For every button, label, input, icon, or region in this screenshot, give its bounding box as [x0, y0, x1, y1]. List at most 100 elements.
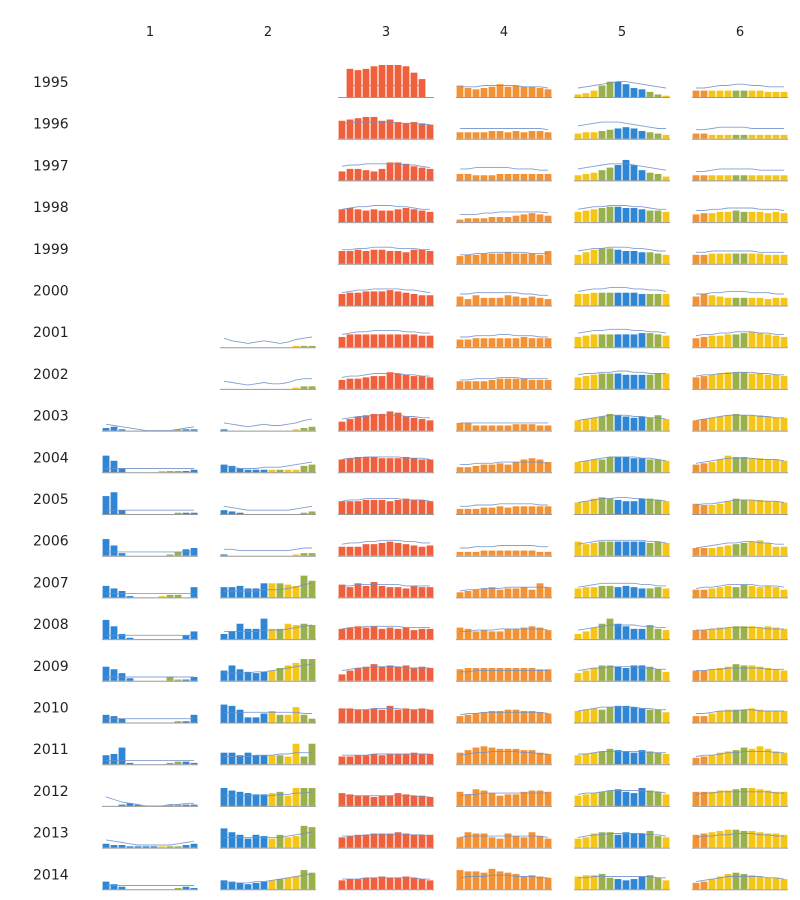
bar-2004-1-2 — [110, 460, 118, 473]
bar-2000-3-10 — [410, 293, 418, 306]
bar-2012-1-3 — [118, 804, 126, 806]
bar-2009-3-5 — [370, 664, 378, 681]
bar-1999-6-2 — [700, 254, 708, 264]
bar-2013-1-5 — [134, 846, 142, 848]
bar-2008-4-11 — [536, 627, 544, 640]
bar-2013-4-7 — [504, 833, 512, 848]
bar-2009-1-4 — [126, 678, 134, 681]
bar-2000-3-8 — [394, 291, 402, 306]
bar-2014-4-5 — [488, 868, 496, 890]
bar-1998-5-11 — [654, 210, 662, 223]
bar-2000-4-4 — [480, 297, 488, 306]
panel-2006-1 — [102, 539, 198, 557]
bar-1997-6-5 — [724, 175, 732, 181]
bar-2001-5-2 — [582, 335, 590, 348]
bar-2013-2-10 — [292, 836, 300, 848]
bar-2007-1-8 — [158, 596, 166, 598]
bar-2007-6-10 — [764, 585, 772, 598]
bar-1999-3-2 — [346, 251, 354, 264]
trend-line-2004-3 — [341, 456, 431, 460]
bar-1995-3-5 — [378, 65, 386, 97]
bar-1998-4-2 — [464, 218, 472, 223]
bar-1996-5-10 — [646, 132, 654, 139]
bar-1997-6-9 — [756, 175, 764, 181]
bar-2009-1-2 — [110, 669, 118, 681]
bar-2014-3-2 — [346, 879, 354, 890]
bar-2009-5-2 — [582, 670, 590, 681]
trend-line-2012-3 — [342, 795, 430, 798]
bar-2001-5-6 — [614, 334, 622, 348]
bar-2005-6-10 — [764, 501, 772, 514]
bar-2001-6-6 — [732, 334, 740, 348]
bar-2006-3-1 — [338, 546, 346, 556]
bar-2009-6-4 — [716, 668, 724, 681]
bar-1996-3-3 — [354, 118, 362, 139]
panel-2007-5 — [574, 582, 670, 599]
bar-2014-6-1 — [692, 882, 700, 890]
bar-2001-3-9 — [402, 334, 410, 348]
bar-1996-5-11 — [654, 133, 662, 139]
row-label-1998: 1998 — [33, 200, 69, 216]
bar-1997-5-1 — [574, 175, 582, 181]
panel-2002-6 — [692, 371, 788, 390]
bar-2007-2-1 — [220, 587, 228, 598]
bar-2014-3-3 — [354, 879, 362, 890]
bar-2010-6-11 — [772, 710, 780, 723]
bar-2009-3-9 — [402, 665, 410, 681]
bar-2007-5-2 — [582, 587, 590, 598]
bar-2001-6-12 — [780, 336, 788, 348]
bar-2012-2-9 — [284, 795, 292, 806]
bar-2011-2-6 — [260, 755, 268, 765]
bar-2005-5-4 — [598, 497, 606, 514]
bar-2014-3-12 — [426, 880, 434, 890]
bar-2004-5-10 — [646, 459, 654, 473]
bar-2004-5-12 — [662, 460, 670, 473]
bar-1997-4-1 — [456, 174, 464, 181]
bar-2004-4-12 — [544, 462, 552, 473]
bar-1996-6-4 — [716, 134, 724, 139]
bar-2006-3-12 — [426, 545, 434, 556]
bar-2003-6-9 — [756, 415, 764, 431]
bar-1995-5-10 — [646, 91, 654, 97]
bar-2006-2-11 — [300, 553, 308, 556]
panel-2014-3 — [338, 876, 434, 891]
bar-2010-4-9 — [520, 710, 528, 723]
bar-2008-3-10 — [410, 630, 418, 640]
bar-2004-2-4 — [244, 469, 252, 473]
bar-2013-6-4 — [716, 830, 724, 848]
bar-1995-3-8 — [402, 66, 410, 97]
bar-2014-5-11 — [654, 877, 662, 890]
bar-1998-4-8 — [512, 215, 520, 223]
panel-2014-6 — [692, 872, 788, 891]
bar-2006-5-10 — [646, 542, 654, 556]
bar-2014-2-9 — [284, 877, 292, 890]
bar-2013-2-8 — [276, 834, 284, 848]
bar-1998-6-11 — [772, 211, 780, 223]
bar-2007-4-11 — [536, 583, 544, 598]
bar-2013-6-8 — [748, 830, 756, 848]
bar-2004-3-9 — [402, 456, 410, 473]
bar-2011-6-6 — [732, 750, 740, 765]
bar-2003-3-7 — [386, 411, 394, 431]
bar-2010-6-8 — [748, 708, 756, 723]
bar-2002-5-10 — [646, 374, 654, 389]
bar-1996-3-12 — [426, 124, 434, 139]
bar-2011-2-4 — [244, 752, 252, 765]
bar-2013-2-4 — [244, 838, 252, 848]
bar-1999-4-4 — [480, 253, 488, 264]
bar-2005-1-3 — [118, 510, 126, 514]
bar-2008-5-9 — [638, 628, 646, 640]
bar-1997-3-5 — [370, 171, 378, 181]
bar-2008-4-10 — [528, 626, 536, 640]
panel-2011-4 — [456, 746, 552, 766]
bar-2008-6-2 — [700, 630, 708, 640]
bar-2002-4-5 — [488, 379, 496, 389]
bar-2011-1-9 — [166, 762, 174, 765]
panel-2000-5 — [574, 287, 670, 307]
trend-line-2006-6 — [695, 541, 784, 549]
bar-2009-6-5 — [724, 666, 732, 681]
bar-2005-4-2 — [464, 508, 472, 514]
bar-2001-3-2 — [346, 334, 354, 348]
bar-2000-4-1 — [456, 296, 464, 306]
bar-2012-5-12 — [662, 794, 670, 806]
